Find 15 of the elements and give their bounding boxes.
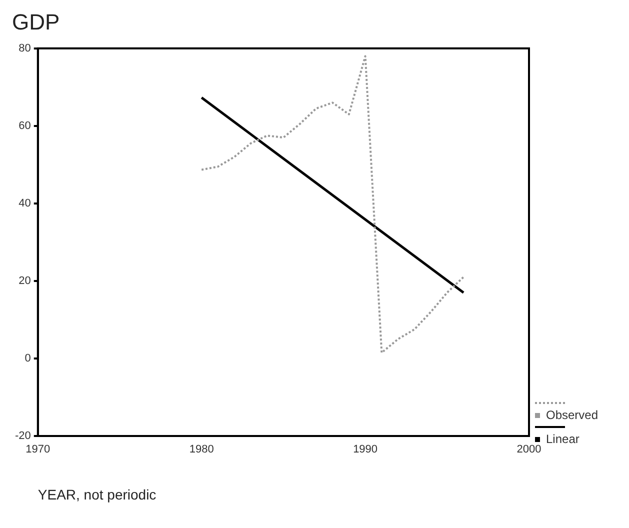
y-tick-label: 80 bbox=[18, 42, 31, 54]
y-tick-label: -20 bbox=[14, 430, 31, 442]
line-series bbox=[200, 55, 465, 354]
legend-label: Observed bbox=[546, 408, 598, 422]
chart-title: GDP bbox=[12, 9, 60, 34]
x-tick-label: 1990 bbox=[353, 444, 378, 456]
x-tick-label: 2000 bbox=[516, 444, 542, 456]
x-axis-title: YEAR, not periodic bbox=[38, 486, 156, 502]
x-tick-label: 1980 bbox=[189, 444, 214, 456]
legend-label: Linear bbox=[546, 432, 580, 446]
y-tick-label: 60 bbox=[18, 120, 31, 132]
y-tick-label: 40 bbox=[18, 197, 31, 210]
y-tick-label: 20 bbox=[18, 274, 31, 287]
x-tick-label: 1970 bbox=[26, 444, 50, 456]
y-tick-label: 0 bbox=[24, 352, 31, 365]
